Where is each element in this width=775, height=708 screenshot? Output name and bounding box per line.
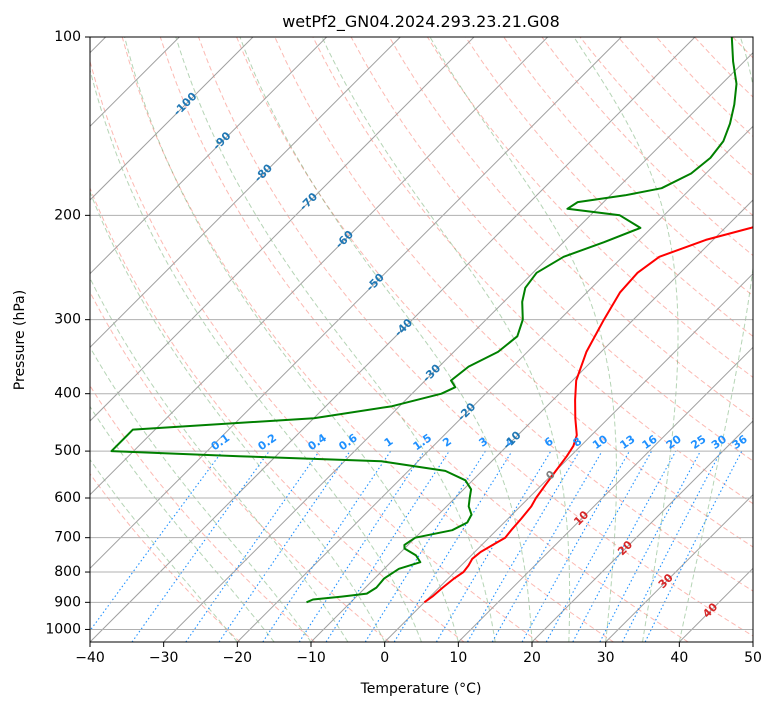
temperature-line xyxy=(423,226,753,604)
profile-lines xyxy=(110,37,753,604)
moist-adiabat-line xyxy=(321,37,571,642)
mixing-ratio-line xyxy=(262,450,392,642)
mixing-ratio-line xyxy=(90,450,223,632)
dry-adiabat-line xyxy=(236,37,753,592)
mixing-ratio-line xyxy=(131,450,270,642)
isotherm-line xyxy=(457,346,753,642)
chart-title: wetPf2_GN04.2024.293.23.21.G08 xyxy=(282,12,560,32)
dry-adiabat-line xyxy=(159,37,689,642)
mixing-ratio-line xyxy=(298,450,425,642)
isotherm-line xyxy=(90,37,328,275)
pressure-grid xyxy=(90,37,753,630)
moist-adiabat-line xyxy=(573,37,679,642)
isotherm-line xyxy=(90,37,549,496)
mixing-ratio-line xyxy=(521,450,630,642)
plot-frame xyxy=(89,36,754,643)
dry-adiabat-line xyxy=(90,186,465,642)
moist-adiabat-line xyxy=(429,37,617,642)
y-tick-label: 400 xyxy=(54,386,81,402)
y-tick-label: 800 xyxy=(54,564,81,580)
mixing-ratio-line xyxy=(218,450,351,642)
y-tick-label: 200 xyxy=(54,207,81,223)
isotherm-line xyxy=(90,37,622,570)
x-tick-label: 40 xyxy=(670,650,688,666)
mixing-ratio-line xyxy=(325,450,450,642)
moist-adiabat-line xyxy=(90,458,238,642)
y-tick-label: 300 xyxy=(54,312,81,328)
isotherm-line xyxy=(605,493,753,642)
isotherm-line xyxy=(531,420,753,642)
y-tick-label: 500 xyxy=(54,443,81,459)
moist-adiabat-line xyxy=(124,37,459,642)
moist-adiabat-line xyxy=(678,37,753,642)
x-tick-label: −40 xyxy=(75,650,105,666)
isotherm-line xyxy=(236,125,753,642)
isotherm-line xyxy=(90,37,475,422)
isotherm-line xyxy=(90,37,401,349)
y-tick-label: 700 xyxy=(54,530,81,546)
y-tick-label: 100 xyxy=(54,29,81,45)
dry-adiabat-line xyxy=(121,37,614,642)
dry-adiabat-line xyxy=(274,37,753,548)
dry-adiabat-line xyxy=(90,472,241,642)
isotherm-line xyxy=(163,51,753,642)
isotherm-line xyxy=(90,37,254,201)
y-tick-label: 600 xyxy=(54,490,81,506)
moist-adiabat-line xyxy=(90,67,422,642)
moist-adiabat-line xyxy=(175,37,496,642)
mixing-ratio-line xyxy=(545,450,653,642)
x-tick-label: 10 xyxy=(449,650,467,666)
y-axis-label: Pressure (hPa) xyxy=(12,290,28,390)
background-lines xyxy=(90,37,753,642)
x-axis-ticks: −40 −30 −20 −10 0 10 20 30 40 50 xyxy=(75,642,762,666)
x-axis-label: Temperature (°C) xyxy=(360,681,482,697)
mixing-ratio-line xyxy=(644,450,743,642)
dry-adiabat-line xyxy=(198,37,753,637)
x-tick-label: 0 xyxy=(380,650,389,666)
moist-adiabat-line xyxy=(239,37,533,642)
dry-adiabat-line xyxy=(90,384,316,642)
mixing-ratio-line xyxy=(393,450,513,642)
mixing-ratio-line xyxy=(185,450,320,642)
x-tick-label: 20 xyxy=(523,650,541,666)
y-tick-label: 900 xyxy=(54,594,81,610)
x-tick-label: −20 xyxy=(223,650,253,666)
dry-adiabat-line xyxy=(350,37,753,462)
dry-adiabat-line xyxy=(426,37,753,378)
x-tick-label: −30 xyxy=(149,650,179,666)
dry-adiabat-line xyxy=(503,37,753,297)
x-tick-label: 30 xyxy=(597,650,615,666)
mixing-ratio-line xyxy=(572,450,677,642)
y-tick-label: 1000 xyxy=(45,621,81,637)
moist-adiabat-line xyxy=(90,277,349,642)
dry-adiabat-line xyxy=(90,291,390,642)
moist-adiabat-line xyxy=(90,405,275,642)
moist-adiabat-line xyxy=(90,190,386,642)
dewpoint-line xyxy=(110,37,738,604)
y-axis-ticks: 100 200 300 400 500 600 700 800 900 1000 xyxy=(45,29,90,637)
x-tick-label: 50 xyxy=(744,650,762,666)
x-tick-label: −10 xyxy=(296,650,326,666)
isotherm-line xyxy=(90,37,696,642)
isotherm-line xyxy=(384,272,753,642)
dry-adiabat-line xyxy=(90,59,540,642)
